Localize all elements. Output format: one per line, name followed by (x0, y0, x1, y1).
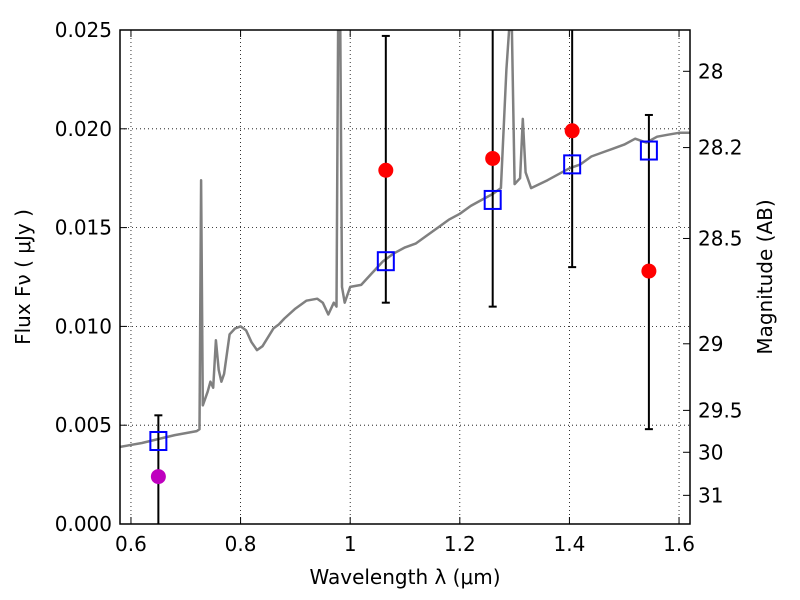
y-tick-label: 0.000 (55, 512, 112, 536)
model-square-marker (639, 140, 658, 161)
observed-point-marker (150, 469, 166, 485)
y-tick-label: 0.020 (55, 117, 112, 141)
y-tick-label: 0.005 (55, 413, 112, 437)
y-axis-title: Flux Fν ( μJy ) (11, 209, 35, 345)
y2-tick-label: 30 (698, 440, 723, 464)
y2-axis-title: Magnitude (AB) (753, 199, 777, 354)
observed-point-marker (485, 150, 501, 166)
x-tick-label: 1.6 (663, 532, 695, 556)
y2-tick-label: 28.5 (698, 226, 743, 250)
x-axis-title: Wavelength λ (μm) (309, 565, 500, 589)
y2-tick-label: 28 (698, 59, 723, 83)
model-square-marker (149, 431, 168, 452)
x-tick-label: 1.2 (444, 532, 476, 556)
y2-tick-label: 31 (698, 483, 723, 507)
x-tick-label: 1.4 (554, 532, 586, 556)
observed-point-marker (641, 263, 657, 279)
observed-point-marker (564, 123, 580, 139)
y2-tick-label: 29 (698, 332, 723, 356)
x-tick-label: 0.6 (115, 532, 147, 556)
x-tick-label: 1 (344, 532, 357, 556)
x-tick-label: 0.8 (225, 532, 257, 556)
y2-tick-label: 29.5 (698, 398, 743, 422)
y-tick-label: 0.015 (55, 216, 112, 240)
grid (120, 29, 690, 525)
observed-point-marker (378, 162, 394, 178)
y-tick-label: 0.010 (55, 314, 112, 338)
model-square-marker (483, 189, 502, 210)
model-square-marker (563, 154, 582, 175)
plot-frame (119, 29, 691, 525)
y-tick-label: 0.025 (55, 18, 112, 42)
plot-area (120, 30, 690, 524)
y2-tick-label: 28.2 (698, 136, 743, 160)
spectrum-line (120, 30, 690, 449)
axes: 0.6 0.8 1 1.2 1.4 1.6 0.000 0.005 0.010 0.015 0.02… (55, 18, 743, 556)
model-square-marker (376, 251, 395, 272)
